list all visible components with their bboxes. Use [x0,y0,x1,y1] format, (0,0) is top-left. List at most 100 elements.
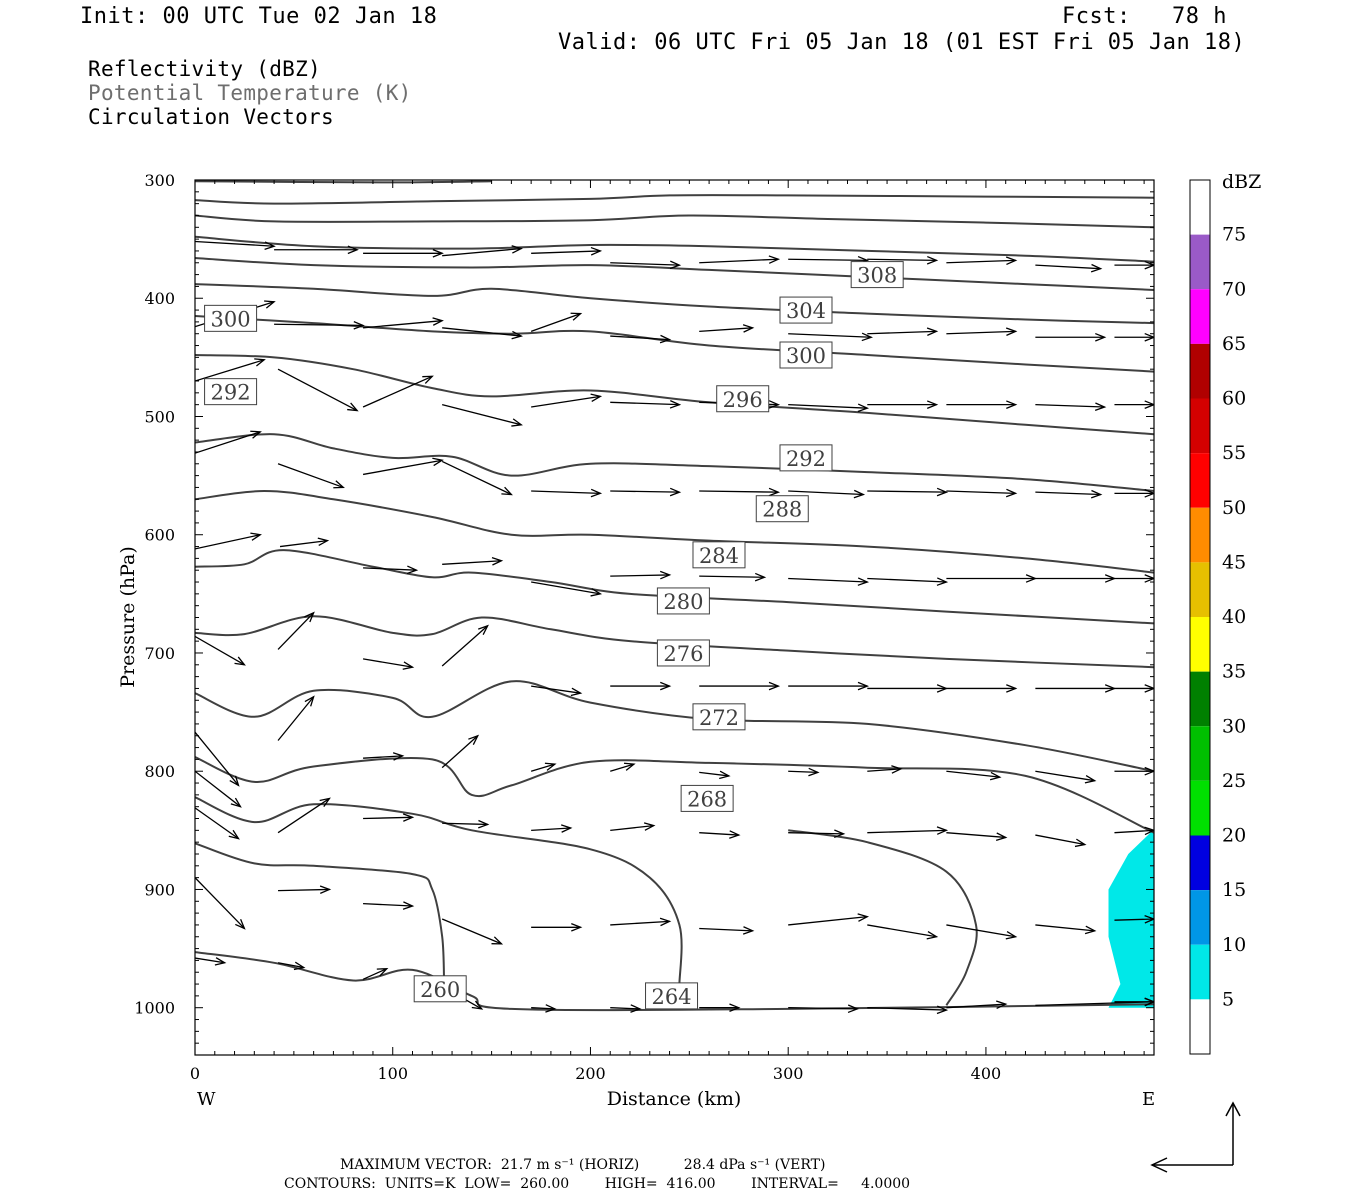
contour-label: 308 [850,261,904,289]
circulation-vector [277,368,359,412]
reflectivity-area [1108,829,1154,1008]
y-tick-label: 900 [144,880,175,899]
contour-label: 284 [692,541,746,569]
colorbar-level-label: 20 [1222,825,1246,847]
circulation-vector [1114,574,1154,583]
circulation-vector [1114,489,1154,498]
circulation-vector [946,327,1018,336]
circulation-vector [1114,826,1154,836]
theta-contour-296 [195,354,1154,436]
circulation-vector [277,611,315,650]
forecast-hour: Fcst: 78 h [1062,4,1227,29]
circulation-vector [610,400,682,409]
circulation-vector [279,537,330,548]
circulation-vector [1035,489,1103,499]
contour-label: 280 [656,587,710,615]
circulation-vector [1035,924,1097,935]
colorbar-level-label: 35 [1222,661,1246,683]
circulation-vector [195,240,276,250]
x-tick-label: 200 [575,1064,606,1083]
colorbar-swatch [1190,780,1210,836]
circulation-vector [788,1004,860,1014]
circulation-vector [195,877,246,930]
circulation-vector [867,1005,949,1015]
y-tick-label: 500 [144,407,175,426]
circulation-vector [442,819,490,829]
circulation-vector [867,400,939,409]
circulation-vector [362,967,389,980]
theta-contour-268 [195,796,683,985]
y-tick-label: 600 [144,526,175,545]
circulation-vector [531,246,603,256]
colorbar-level-label: 5 [1222,988,1234,1010]
svg-text:292: 292 [211,381,251,405]
colorbar-level-label: 75 [1222,224,1246,246]
x-right-direction: E [1142,1089,1155,1110]
x-tick-label: 0 [190,1064,200,1083]
contour-label: 272 [692,703,746,731]
circulation-vector [867,765,903,774]
circulation-vector [274,245,359,255]
circulation-vector [699,324,755,333]
circulation-vector [867,577,949,586]
circulation-vector [441,918,504,945]
circulation-vector [531,1004,557,1013]
circulation-vector [195,358,266,382]
contour-label: 264 [645,982,699,1010]
circulation-vector [363,565,419,575]
theta-contour-304 [195,283,1154,325]
svg-text:304: 304 [786,299,826,323]
theta-contour-264 [195,842,446,985]
circulation-vector [867,924,939,940]
circulation-vector [1035,834,1087,848]
legend-circulation-vectors: Circulation Vectors [88,105,334,129]
svg-text:296: 296 [723,388,763,412]
circulation-vector [531,824,573,833]
contour-label: 292 [204,378,258,406]
circulation-vector [1035,332,1107,342]
svg-text:276: 276 [663,642,703,666]
circulation-vector [699,681,781,691]
x-axis-label: Distance (km) [607,1088,742,1110]
contour-label: 268 [680,784,734,812]
theta-contour-312 [195,235,1154,263]
colorbar-level-label: 30 [1222,715,1246,737]
circulation-vector [788,829,846,839]
theta-contour-300 [195,315,1154,373]
circulation-vector [195,770,242,808]
circulation-vector [699,255,781,264]
colorbar-swatch [1190,944,1210,1000]
circulation-vector [699,1003,741,1013]
circulation-vector [277,695,315,741]
colorbar-level-label: 50 [1222,497,1246,519]
circulation-vector [699,926,755,935]
colorbar-swatch [1190,671,1210,727]
circulation-vector [1114,400,1154,409]
circulation-vector [442,556,504,566]
circulation-vector [277,961,306,971]
theta-contour-276 [195,680,1154,773]
contour-label: 296 [716,385,770,413]
colorbar-swatch [1190,343,1210,399]
circulation-vector [946,488,1018,498]
colorbar-level-label: 15 [1222,879,1246,901]
colorbar-level-label: 45 [1222,551,1246,573]
circulation-vector [946,832,1008,842]
y-axis-label: Pressure (hPa) [117,546,139,688]
colorbar-level-label: 10 [1222,934,1246,956]
y-tick-label: 300 [144,171,175,190]
theta-contour-288 [195,489,1154,574]
circulation-vector [363,901,415,910]
svg-text:260: 260 [420,978,460,1002]
circulation-vector [610,1004,642,1013]
valid-time: Valid: 06 UTC Fri 05 Jan 18 (01 EST Fri … [558,30,1246,55]
max-vector-note: MAXIMUM VECTOR: 21.7 m s⁻¹ (HORIZ) 28.4 … [340,1157,826,1173]
contour-label: 300 [204,304,258,332]
contours-note: CONTOURS: UNITS=K LOW= 260.00 HIGH= 416.… [284,1176,911,1192]
colorbar-level-label: 60 [1222,388,1246,410]
init-time: Init: 00 UTC Tue 02 Jan 18 [80,4,438,29]
circulation-vector [442,404,523,427]
circulation-vector [1035,402,1107,412]
circulation-vector [610,917,672,927]
circulation-vector [867,826,949,835]
